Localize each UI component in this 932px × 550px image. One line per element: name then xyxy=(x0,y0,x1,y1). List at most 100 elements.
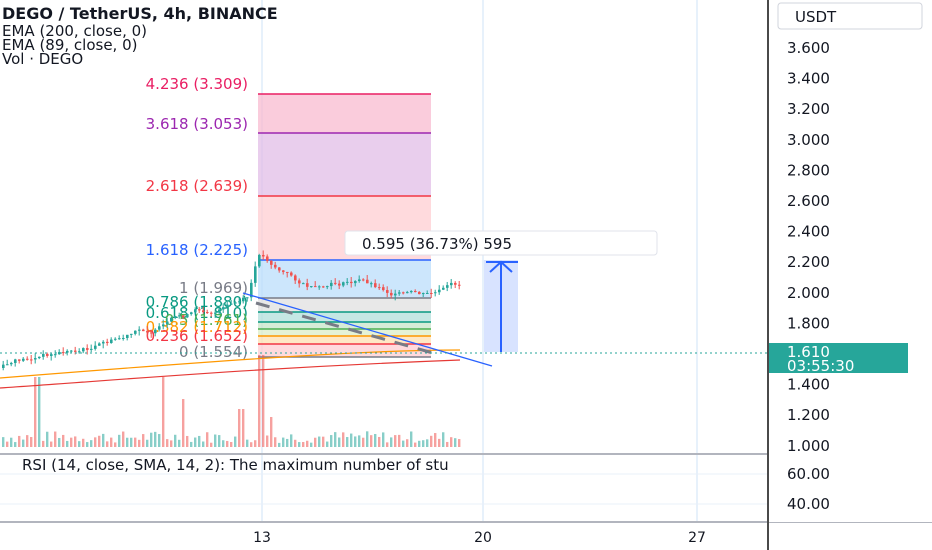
fib-extension-bands[interactable] xyxy=(258,93,431,358)
price-tick: 1.800 xyxy=(787,314,830,332)
volume-bar xyxy=(170,440,173,447)
volume-bar xyxy=(14,442,17,447)
volume-bar xyxy=(90,440,93,447)
fib-band xyxy=(258,133,431,196)
volume-bar xyxy=(218,435,221,447)
volume-bar xyxy=(50,441,53,447)
candle-body xyxy=(178,315,181,317)
volume-bar xyxy=(298,442,301,447)
candle-body xyxy=(26,358,29,360)
volume-bar xyxy=(226,440,229,447)
volume-bar xyxy=(294,439,297,447)
candle-body xyxy=(242,297,245,302)
volume-bar xyxy=(2,437,5,447)
candle-body xyxy=(206,312,209,314)
candle-body xyxy=(306,283,309,287)
volume-bar xyxy=(202,441,205,447)
candle-body xyxy=(438,289,441,293)
volume-bar xyxy=(138,439,141,447)
candle-body xyxy=(6,364,9,366)
volume-bar xyxy=(278,442,281,447)
candle-body xyxy=(66,350,69,353)
fib-level-label: 0.236 (1.652) xyxy=(146,327,248,345)
volume-bar xyxy=(270,417,273,447)
volume-bar xyxy=(10,437,13,447)
price-tick: 1.400 xyxy=(787,376,830,394)
chart-legend[interactable]: DEGO / TetherUS, 4h, BINANCE EMA (200, c… xyxy=(2,4,278,68)
candle-body xyxy=(238,301,241,303)
candle-body xyxy=(10,362,13,365)
candle-body xyxy=(2,364,5,368)
price-tick: 3.200 xyxy=(787,100,830,118)
candle-body xyxy=(362,279,365,281)
candle-body xyxy=(378,287,381,289)
rsi-tick-40: 40.00 xyxy=(787,495,830,513)
candle-body xyxy=(202,310,205,313)
candle-body xyxy=(14,359,17,363)
candle-body xyxy=(442,287,445,290)
candle-body xyxy=(334,282,337,284)
volume-bar xyxy=(142,434,145,447)
volume-bar xyxy=(70,437,73,447)
candle-body xyxy=(350,281,353,284)
time-tick-13: 13 xyxy=(253,530,271,546)
volume-bar xyxy=(322,436,325,447)
candle-body xyxy=(150,332,153,334)
volume-bar xyxy=(346,437,349,447)
volume-bar xyxy=(454,438,457,447)
candle-body xyxy=(158,326,161,330)
volume-bar xyxy=(18,435,21,447)
time-tick-20: 20 xyxy=(474,530,492,546)
candle-body xyxy=(218,309,221,313)
candle-body xyxy=(454,282,457,285)
candle-body xyxy=(314,286,317,288)
volume-bar xyxy=(190,441,193,447)
trendline-dashed[interactable] xyxy=(255,301,441,357)
currency-box[interactable] xyxy=(777,2,923,30)
candle-body xyxy=(386,290,389,293)
candle-body xyxy=(42,353,45,357)
candle-body xyxy=(302,283,305,285)
volume-bar xyxy=(450,437,453,447)
volume-bar xyxy=(122,431,125,447)
volume-bar xyxy=(362,437,365,447)
volume-bar xyxy=(82,438,85,447)
candle-body xyxy=(186,314,189,318)
volume-bar xyxy=(366,431,369,447)
candle-body xyxy=(250,282,253,298)
volume-bar xyxy=(198,435,201,447)
candle-body xyxy=(230,303,233,305)
candle-body xyxy=(174,316,177,318)
candle-body xyxy=(54,354,57,356)
candle-body xyxy=(62,352,65,354)
fib-level-label: 0.786 (1.880) xyxy=(146,293,248,311)
symbol-title: DEGO / TetherUS, 4h, BINANCE xyxy=(2,4,278,23)
volume-bar xyxy=(258,355,261,447)
volume-bar xyxy=(118,434,121,447)
candle-body xyxy=(414,291,417,293)
currency-label: USDT xyxy=(795,8,837,26)
trendline-solid[interactable] xyxy=(242,292,493,367)
volume-bar xyxy=(302,442,305,447)
candle-body xyxy=(198,309,201,311)
candle-body xyxy=(86,348,89,350)
candle-body xyxy=(30,359,33,361)
volume-bar xyxy=(62,434,65,447)
volume-bar xyxy=(398,434,401,447)
candle-body xyxy=(262,254,265,257)
candle-body xyxy=(398,292,401,294)
measure-arrow-head xyxy=(489,260,513,273)
volume-bar xyxy=(162,377,165,447)
volume-bar xyxy=(86,442,89,447)
candle-body xyxy=(426,292,429,294)
candle-body xyxy=(102,341,105,344)
volume-bar xyxy=(386,442,389,447)
candle-body xyxy=(182,315,185,318)
volume-bar xyxy=(178,439,181,447)
volume-bar xyxy=(98,435,101,447)
volume-bar xyxy=(214,434,217,447)
volume-bar xyxy=(6,441,9,447)
time-tick-27: 27 xyxy=(688,530,706,546)
price-scale-bg[interactable] xyxy=(769,0,932,522)
